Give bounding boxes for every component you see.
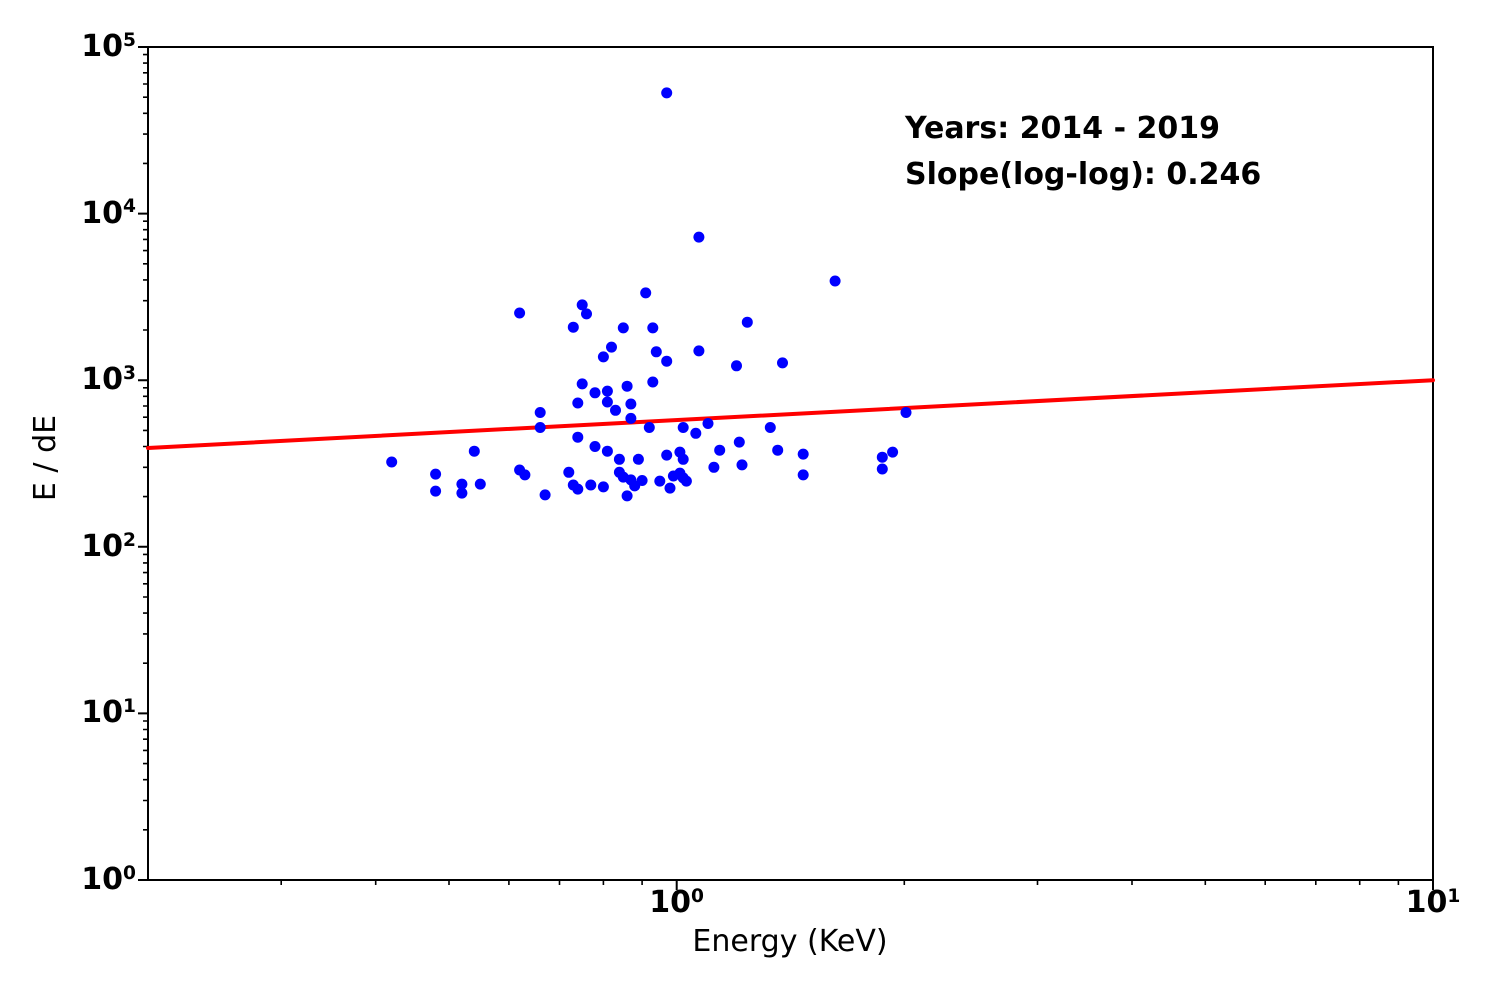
scatter-point [613,453,625,465]
scatter-point [601,396,613,408]
scatter-point [900,407,912,418]
scatter-point [736,459,748,471]
scatter-point [539,489,551,501]
scatter-point [677,422,689,433]
scatter-point [474,478,486,490]
scatter-point [468,445,480,457]
scatter-point [636,475,648,486]
scatter-point [585,479,597,491]
y-tick-label: 104 [81,195,136,231]
minor-ticks [143,53,1400,885]
scatter-point [690,427,702,439]
scatter-point [731,360,742,372]
y-tick-label: 103 [81,362,136,398]
scatter-point [386,456,398,468]
scatter-point [456,487,468,499]
major-ticks [138,46,1434,890]
scatter-point [714,444,726,456]
scatter-point [601,385,613,397]
scatter-point [572,431,584,443]
scatter-point [661,449,673,461]
scatter-point [567,321,579,333]
y-tick-label: 105 [81,29,136,64]
trend-line [146,378,1435,450]
scatter-point [589,387,601,399]
scatter-point [693,231,705,243]
scatter-point [456,478,468,490]
scatter-point [708,461,720,473]
scatter-point [797,448,809,460]
scatter-point [576,378,588,390]
plot-border [147,46,1434,881]
scatter-point [887,446,899,458]
scatter-point [625,412,637,424]
x-axis-label: Energy (KeV) [692,924,888,959]
scatter-point [829,275,841,287]
scatter-point [647,322,659,334]
scatter-point [647,376,659,388]
annotation-box: Years: 2014 - 2019 Slope(log-log): 0.246 [905,106,1261,198]
scatter-point [430,485,442,497]
scatter-point [621,380,633,392]
scatter-point [625,398,637,410]
scatter-point [677,453,689,465]
scatter-point [733,436,745,448]
scatter-point [654,475,666,487]
annotation-slope: Slope(log-log): 0.246 [905,157,1262,192]
scatter-point [777,357,788,369]
scatter-point [576,299,588,311]
scatter-point [661,87,673,99]
scatter-point [772,444,784,456]
scatter-point [514,307,526,319]
y-tick-label: 101 [81,695,136,731]
scatter-point [606,341,617,353]
scatter-point [661,355,673,367]
scatter-point [563,466,575,478]
scatter-point [589,441,601,452]
scatter-point [702,418,714,429]
scatter-point [534,407,546,418]
scatter-point [597,351,609,363]
scatter-point [741,316,753,328]
scatter-point [534,422,546,433]
scatter-point [601,445,613,457]
scatter-point [640,287,652,299]
scatter-point [632,453,644,465]
scatter-point [764,422,776,433]
y-tick-label: 100 [81,862,136,897]
scatter-point [664,482,676,494]
scatter-point [572,483,584,495]
scatter-point [876,451,888,463]
y-axis-label: E / dE [28,414,63,502]
scatter-point [643,422,655,433]
scatter-point [597,481,609,493]
scatter-point [430,468,442,480]
annotation-years: Years: 2014 - 2019 [905,111,1220,146]
scatter-point [572,397,584,409]
scatter-point [617,322,629,334]
scatter-point [680,475,692,487]
scatter-point [610,404,621,416]
y-tick-label: 102 [81,528,136,564]
scatter-point [621,490,633,502]
scatter-point [876,463,888,475]
x-tick-label: 101 [1405,885,1461,920]
scatter-point [797,469,809,481]
x-tick-label: 100 [649,885,705,920]
scatter-point [519,469,531,481]
scatter-point [650,346,662,358]
scatter-point [581,308,592,320]
scatter-point [693,345,705,357]
